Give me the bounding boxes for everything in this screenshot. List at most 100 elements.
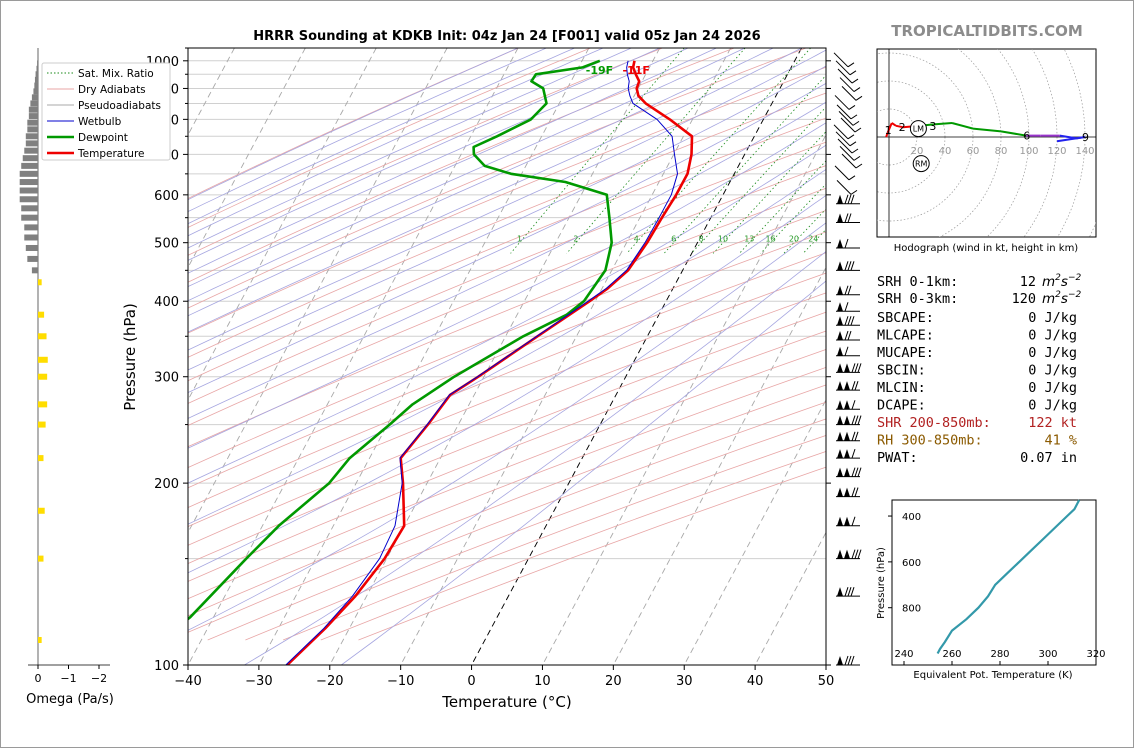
wind-barb-tick: [850, 261, 855, 271]
param-label: SHR 200-850mb:: [877, 415, 991, 431]
wind-barb-flag: [837, 587, 843, 597]
skewt-grid: 1 2 4 6 8 10 13 16 20 24 30 36: [188, 48, 826, 665]
wind-barb-tick: [847, 330, 852, 341]
omega-tick-label: −1: [60, 672, 76, 685]
wind-barb-flag: [837, 449, 843, 459]
mixing-ratio-label: 2: [573, 235, 578, 244]
omega-bar: [38, 636, 42, 643]
omega-bar: [19, 196, 38, 203]
moist-adiabat: [188, 82, 826, 393]
chart-title: HRRR Sounding at KDKB Init: 04z Jan 24 […: [253, 29, 760, 44]
dry-adiabat: [188, 209, 826, 468]
mixing-ratio-label: 24: [808, 235, 818, 244]
theta-e-xlabel: Equivalent Pot. Temperature (K): [913, 670, 1072, 681]
wind-barb-shaft: [839, 146, 855, 161]
mixing-ratio-label: 10: [718, 235, 728, 244]
skewt-frame: [187, 47, 827, 666]
dry-adiabat: [188, 349, 826, 600]
dry-adiabat: [188, 292, 826, 546]
hodograph-trace: [895, 124, 904, 129]
wind-barb-tick: [847, 316, 852, 326]
omega-bar: [19, 179, 38, 186]
param-value: 122 kt: [1028, 415, 1077, 431]
x-tick-label: −30: [245, 674, 272, 689]
param-label: SRH 0-1km:: [877, 274, 958, 290]
param-value: 0 J/kg: [1028, 328, 1077, 344]
omega-bar: [33, 88, 38, 95]
y-tick-label: 200: [154, 477, 179, 492]
moist-adiabat: [188, 48, 802, 333]
wind-barb-flag: [844, 431, 850, 441]
mixing-ratio-line: [663, 74, 826, 254]
wind-barb-tick: [844, 655, 849, 666]
y-tick-label: 500: [154, 237, 179, 252]
wind-barb-tick: [851, 549, 856, 559]
hodograph: 20 40 60 80 100 120 140 1 2 3 6 9 LM RM: [877, 49, 1096, 237]
param-label: PWAT:: [877, 450, 918, 466]
hodograph-trace: [933, 122, 953, 126]
wind-barb-flag: [844, 549, 850, 559]
omega-bar: [28, 106, 38, 113]
moist-adiabat: [188, 194, 826, 574]
wind-barb-tick: [857, 549, 862, 559]
wind-barb-flag: [837, 400, 843, 410]
dry-adiabat: [188, 141, 826, 404]
moist-adiabat: [188, 48, 575, 225]
x-tick-label: 30: [676, 674, 693, 689]
wind-barb-tick: [851, 400, 856, 410]
omega-bar: [34, 76, 38, 83]
wind-barb-tick: [849, 141, 857, 147]
param-label: SBCIN:: [877, 363, 926, 379]
wind-barb-shaft: [838, 111, 854, 126]
x-tick-label: −20: [316, 674, 343, 689]
moist-adiabat: [244, 251, 826, 665]
moist-adiabat: [188, 48, 632, 249]
omega-bar: [19, 170, 38, 177]
moist-adiabat: [188, 48, 745, 302]
hodograph-height-label: 9: [1082, 131, 1089, 144]
param-label: SRH 0-3km:: [877, 291, 958, 307]
isotherm-zero: [471, 48, 802, 665]
wind-barb-tick: [854, 549, 859, 559]
omega-bar: [38, 507, 45, 514]
wind-barb-tick: [851, 516, 856, 526]
wind-barb-flag: [837, 415, 843, 425]
mixing-ratio-line: [712, 131, 826, 254]
moist-adiabat: [188, 122, 826, 449]
param-value: 0 J/kg: [1028, 310, 1077, 326]
hodograph-ring-label: 80: [995, 146, 1008, 157]
wind-barb-tick: [847, 655, 852, 666]
wind-barb-flag: [837, 467, 843, 477]
wind-barb-tick: [854, 381, 859, 391]
wind-barb-tick: [855, 163, 863, 169]
moist-adiabat: [188, 48, 547, 213]
legend-label: Wetbulb: [78, 116, 122, 128]
wind-barb-flag: [837, 261, 843, 271]
omega-bar: [38, 421, 46, 428]
param-label: MLCIN:: [877, 380, 926, 396]
omega-bar: [38, 555, 44, 562]
isotherm: [754, 531, 826, 665]
wind-barb-shaft: [837, 68, 853, 84]
wind-barb-tick: [851, 415, 856, 425]
parameters-panel: SRH 0-1km: 12 m2s−2 SRH 0-3km: 120 m2s−2 SBCAP…: [877, 273, 1081, 466]
wind-barb-flag: [844, 400, 850, 410]
wind-barb-tick: [851, 467, 856, 477]
hodograph-trace: [891, 122, 897, 127]
wind-barb-tick: [847, 62, 855, 68]
x-tick-label: 20: [605, 674, 622, 689]
wind-barb-flag: [837, 431, 843, 441]
wind-barb-tick: [851, 148, 859, 154]
isotherm: [188, 48, 519, 665]
dry-adiabat: [188, 66, 826, 334]
mixing-ratio-label: 6: [671, 235, 676, 244]
wind-barb-shaft: [841, 153, 857, 169]
moist-adiabat: [188, 48, 689, 274]
param-value: 0 J/kg: [1028, 380, 1077, 396]
omega-bar: [31, 94, 38, 101]
storm-motion-marker: [909, 120, 927, 138]
param-value: 0 J/kg: [1028, 363, 1077, 379]
wind-barb-flag: [844, 415, 850, 425]
wind-barb-tick: [844, 586, 849, 597]
hodograph-height-label: 3: [929, 120, 936, 133]
